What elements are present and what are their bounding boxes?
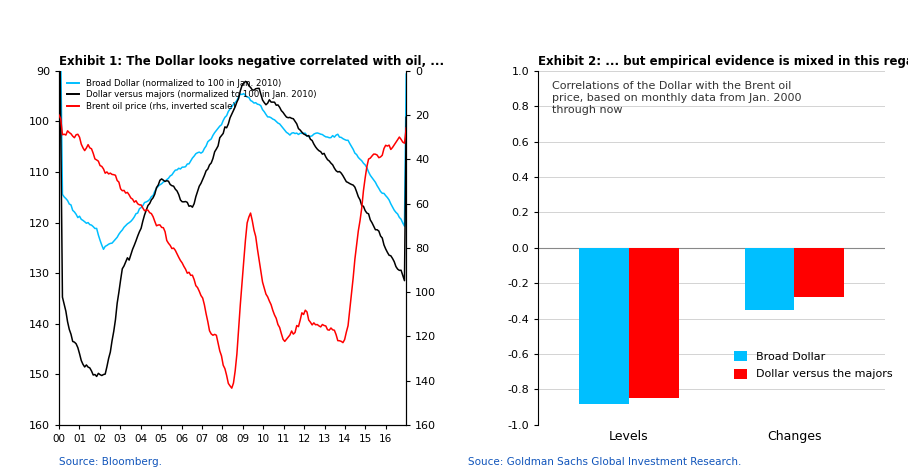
Bar <box>794 248 844 297</box>
Text: Exhibit 2: ... but empirical evidence is mixed in this regard.: Exhibit 2: ... but empirical evidence is… <box>538 55 908 68</box>
Text: Correlations of the Dollar with the Brent oil
price, based on monthly data from : Correlations of the Dollar with the Bren… <box>552 81 802 115</box>
Legend: Broad Dollar, Dollar versus the majors: Broad Dollar, Dollar versus the majors <box>729 347 897 384</box>
Text: Souce: Goldman Sachs Global Investment Research.: Souce: Goldman Sachs Global Investment R… <box>468 457 741 467</box>
Bar <box>629 248 678 398</box>
Legend: Broad Dollar (normalized to 100 in Jan. 2010), Dollar versus majors (normalized : Broad Dollar (normalized to 100 in Jan. … <box>64 75 320 114</box>
Text: Exhibit 1: The Dollar looks negative correlated with oil, ...: Exhibit 1: The Dollar looks negative cor… <box>59 55 444 68</box>
Text: Source: Bloomberg.: Source: Bloomberg. <box>59 457 162 467</box>
Bar <box>579 248 629 404</box>
Bar <box>745 248 794 310</box>
